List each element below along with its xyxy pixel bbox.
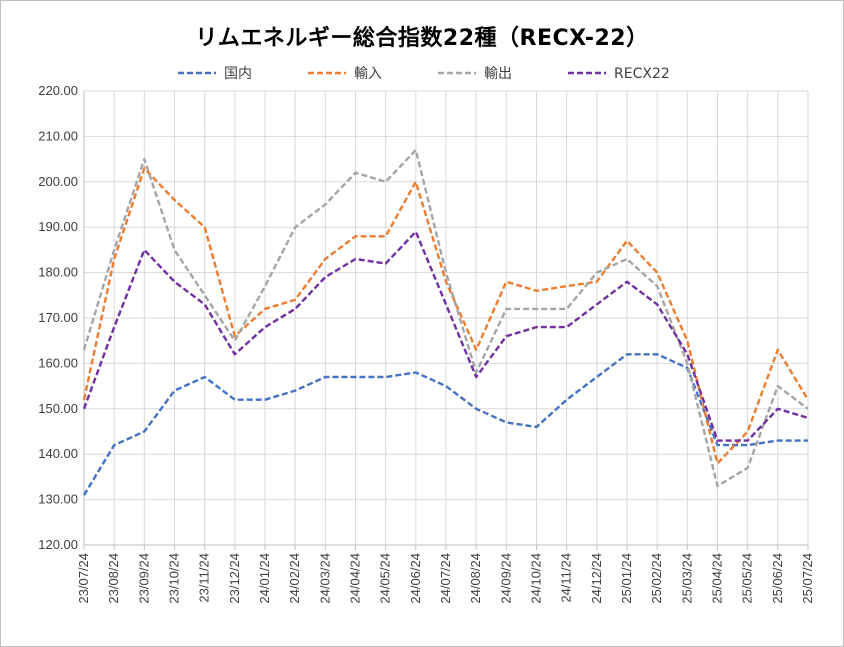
series-line-3 [82,148,809,488]
y-tick-label: 200.00 [38,174,78,189]
y-tick-label: 150.00 [38,401,78,416]
x-tick-label: 24/07/24 [438,553,453,604]
legend-label-3: 輸出 [484,66,512,82]
y-tick-label: 180.00 [38,265,78,280]
y-tick-label: 120.00 [38,537,78,552]
x-tick-label: 24/01/24 [257,553,272,604]
x-tick-label: 23/10/24 [167,553,182,604]
x-tick-label: 25/01/24 [619,553,634,604]
x-tick-label: 24/04/24 [348,553,363,604]
x-tick-label: 25/03/24 [679,553,694,604]
y-tick-label: 210.00 [38,128,78,143]
x-tick-label: 23/07/24 [76,553,91,604]
y-tick-label: 190.00 [38,219,78,234]
x-tick-label: 25/07/24 [800,553,815,604]
x-tick-label: 23/08/24 [106,553,121,604]
y-tick-label: 140.00 [38,446,78,461]
legend-label-1: 国内 [224,66,252,82]
y-tick-label: 160.00 [38,355,78,370]
gridlines [83,90,809,546]
legend: 国内 輸入 輸出 RECX22 [178,66,670,82]
x-tick-label: 25/02/24 [649,553,664,604]
x-tick-label: 24/09/24 [498,553,513,604]
x-tick-label: 23/11/24 [197,553,212,603]
x-tick-label: 24/06/24 [408,553,423,604]
x-tick-label: 25/04/24 [710,553,725,604]
y-tick-label: 170.00 [38,310,78,325]
legend-label-4: RECX22 [614,66,670,82]
x-tick-label: 24/10/24 [529,553,544,604]
x-tick-label: 24/08/24 [468,553,483,604]
x-tick-label: 23/12/24 [227,553,242,604]
x-tick-label: 24/11/24 [559,553,574,603]
x-tick-label: 25/05/24 [740,553,755,604]
y-tick-label: 220.00 [38,83,78,98]
axes: 120.00 130.00 140.00 150.00 160.00 170.00 180.… [38,83,815,604]
x-tick-label: 25/06/24 [770,553,785,604]
series-line-1 [82,353,808,496]
series-line-4 [82,230,809,442]
x-tick-label: 24/02/24 [287,553,302,604]
series-lines [82,148,810,496]
legend-label-2: 輸入 [354,66,382,82]
y-tick-label: 130.00 [38,492,78,507]
chart-title: リムエネルギー総合指数22種（RECX-22） [195,26,649,51]
series-line-2 [82,166,810,465]
x-tick-label: 24/05/24 [378,553,393,604]
x-tick-label: 24/12/24 [589,553,604,604]
x-tick-label: 23/09/24 [136,553,151,604]
x-tick-label: 24/03/24 [317,553,332,604]
